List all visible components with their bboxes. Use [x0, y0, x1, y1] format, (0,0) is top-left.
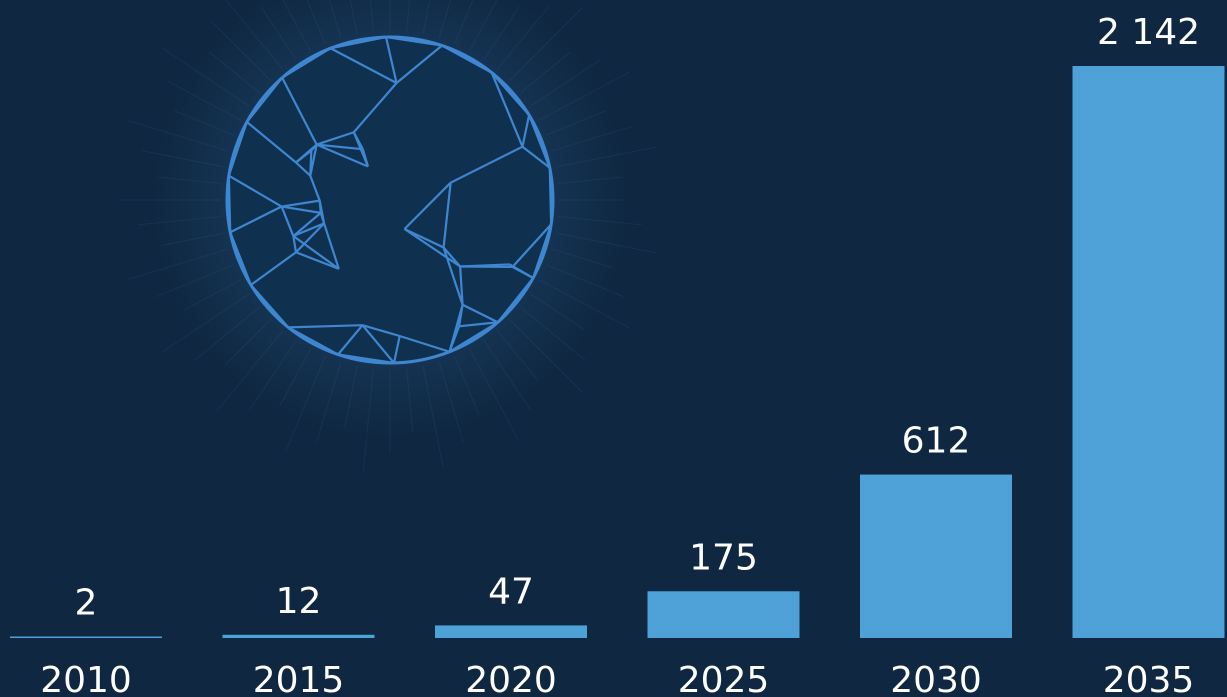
bars-layer	[10, 66, 1225, 638]
value-label-2015: 12	[276, 581, 322, 622]
bar-2020	[435, 625, 587, 638]
bar-2025	[647, 591, 800, 638]
bar-2030	[860, 474, 1012, 638]
bar-2035	[1072, 66, 1225, 638]
value-labels-layer: 2 12 47 175 612 2 142	[75, 12, 1200, 624]
x-tick-2030: 2030	[890, 660, 982, 697]
x-tick-2015: 2015	[253, 660, 345, 697]
value-label-2010: 2	[75, 583, 98, 624]
value-label-2035: 2 142	[1097, 12, 1200, 53]
value-label-2020: 47	[488, 571, 534, 612]
bar-2015	[222, 634, 375, 638]
x-tick-2025: 2025	[678, 660, 770, 697]
value-label-2025: 175	[689, 537, 758, 578]
x-tick-2020: 2020	[465, 660, 557, 697]
x-axis-ticks: 2010 2015 2020 2025 2030 2035	[40, 660, 1194, 697]
globe-icon	[117, 0, 658, 472]
value-label-2030: 612	[902, 421, 971, 462]
x-tick-2035: 2035	[1103, 660, 1195, 697]
x-tick-2010: 2010	[40, 660, 132, 697]
bar-2010	[10, 636, 162, 638]
